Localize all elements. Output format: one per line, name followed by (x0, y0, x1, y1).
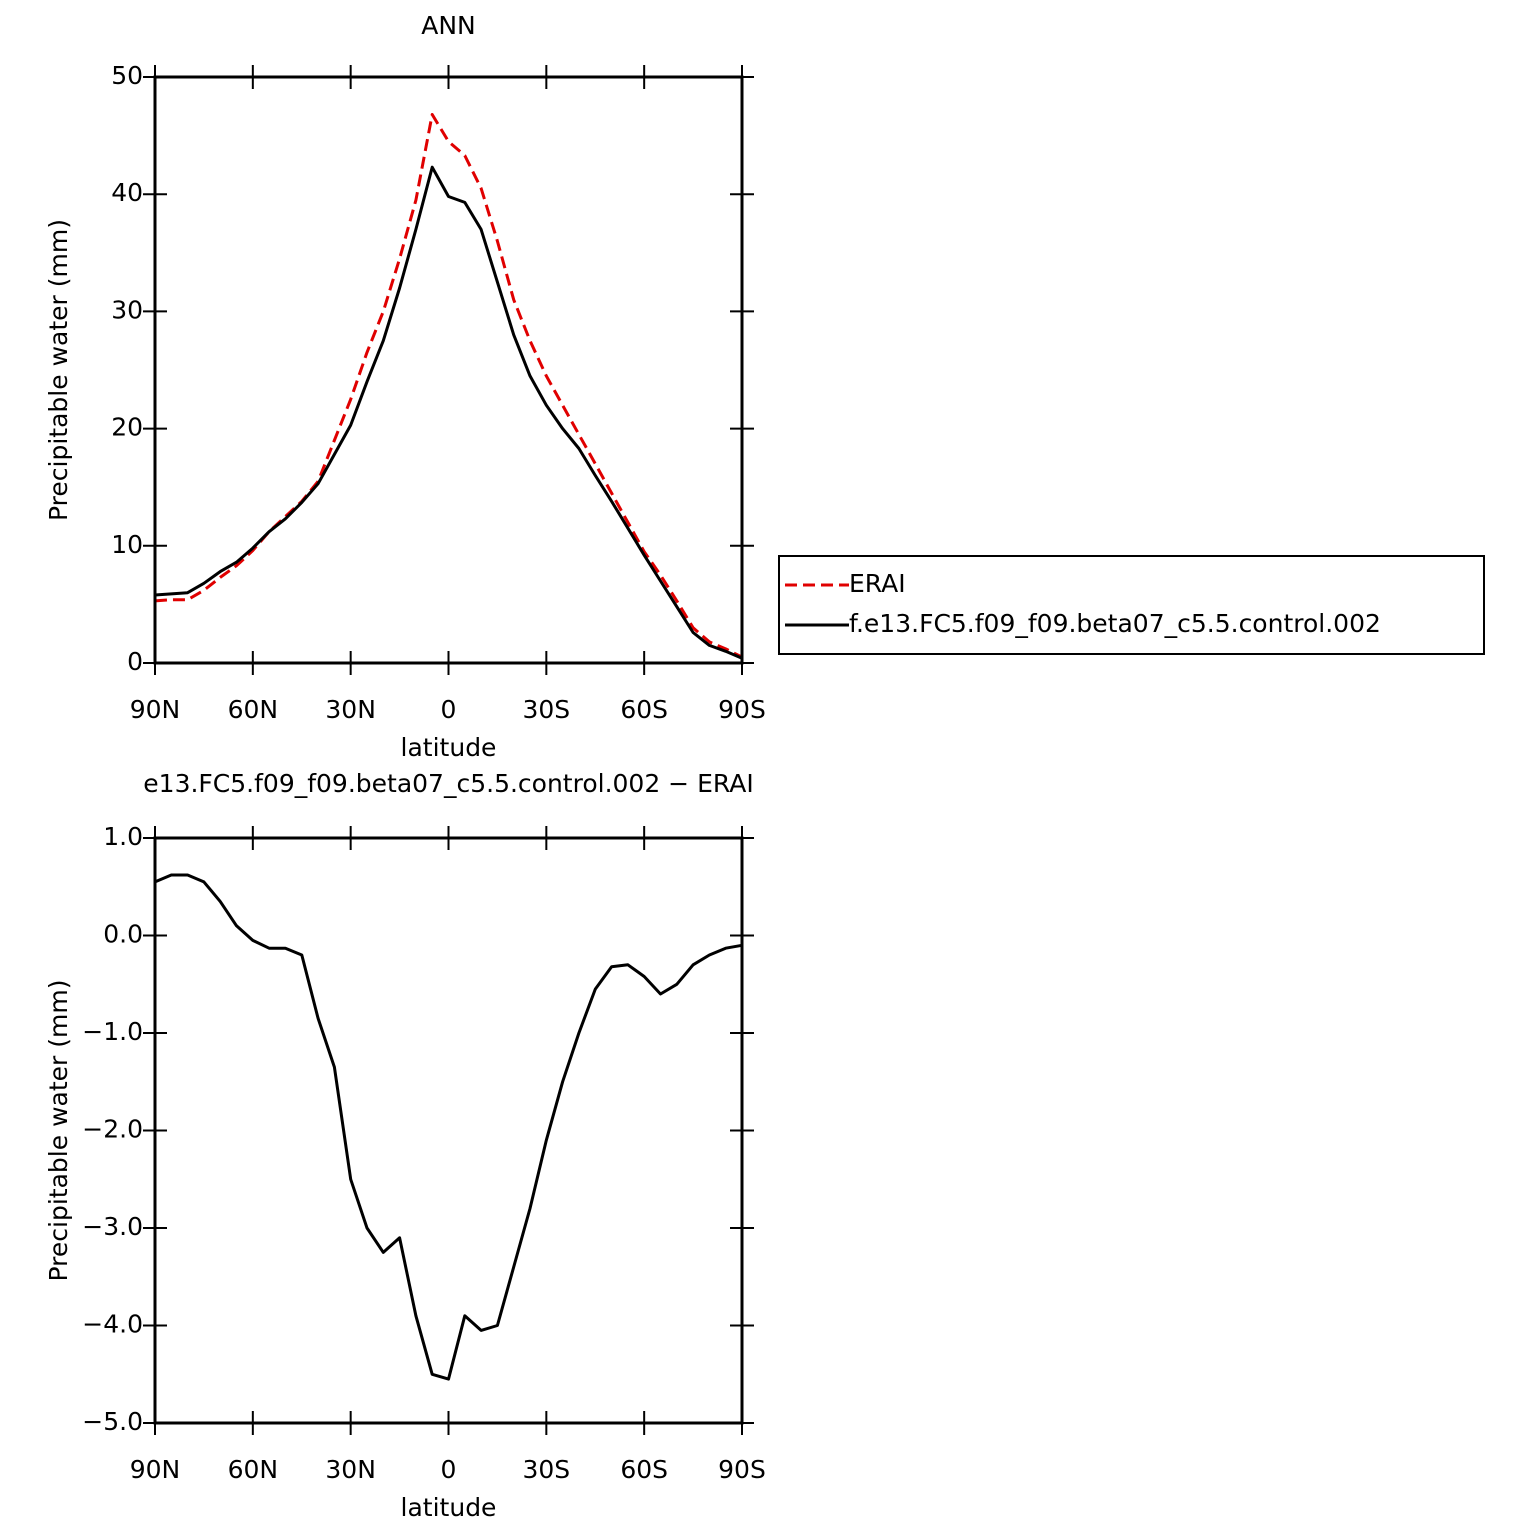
data-line (154, 165, 743, 660)
chart-title: ANN (421, 11, 476, 40)
x-tick-label: 30S (522, 1455, 570, 1484)
data-line (154, 873, 743, 1381)
y-tick-label: 10 (111, 530, 143, 559)
y-tick-label: 50 (111, 61, 143, 90)
x-tick-label: 60S (620, 695, 668, 724)
x-tick-label: 90N (130, 1455, 181, 1484)
x-tick-label: 0 (441, 1455, 457, 1484)
y-tick-label: −1.0 (82, 1017, 143, 1046)
x-tick-label: 30N (325, 1455, 376, 1484)
y-tick-label: −5.0 (82, 1407, 143, 1436)
x-tick-label: 60N (228, 1455, 279, 1484)
plot-frame (153, 75, 744, 665)
y-tick-label: 30 (111, 295, 143, 324)
chart-title: e13.FC5.f09_f09.beta07_c5.5.control.002 … (143, 769, 753, 798)
y-tick-label: 1.0 (103, 822, 143, 851)
y-axis-label: Precipitable water (mm) (44, 980, 73, 1282)
y-axis-label: Precipitable water (mm) (44, 219, 73, 521)
plot-frame (153, 836, 744, 1425)
x-tick-label: 30N (325, 695, 376, 724)
y-tick-label: −2.0 (82, 1115, 143, 1144)
y-tick-label: −3.0 (82, 1212, 143, 1241)
legend-label: ERAI (849, 569, 906, 598)
legend-box (778, 555, 1485, 655)
x-tick-label: 90N (130, 695, 181, 724)
x-tick-label: 60N (228, 695, 279, 724)
x-tick-label: 90S (718, 1455, 766, 1484)
y-tick-label: −4.0 (82, 1310, 143, 1339)
y-tick-label: 20 (111, 413, 143, 442)
legend-label: f.e13.FC5.f09_f09.beta07_c5.5.control.00… (849, 609, 1381, 638)
y-tick-label: 0.0 (103, 920, 143, 949)
x-tick-label: 60S (620, 1455, 668, 1484)
x-tick-label: 0 (441, 695, 457, 724)
x-tick-label: 30S (522, 695, 570, 724)
y-tick-label: 0 (127, 647, 143, 676)
x-tick-label: 90S (718, 695, 766, 724)
x-axis-label: latitude (401, 1493, 497, 1522)
x-axis-label: latitude (401, 733, 497, 762)
data-line (154, 113, 743, 659)
y-tick-label: 40 (111, 178, 143, 207)
